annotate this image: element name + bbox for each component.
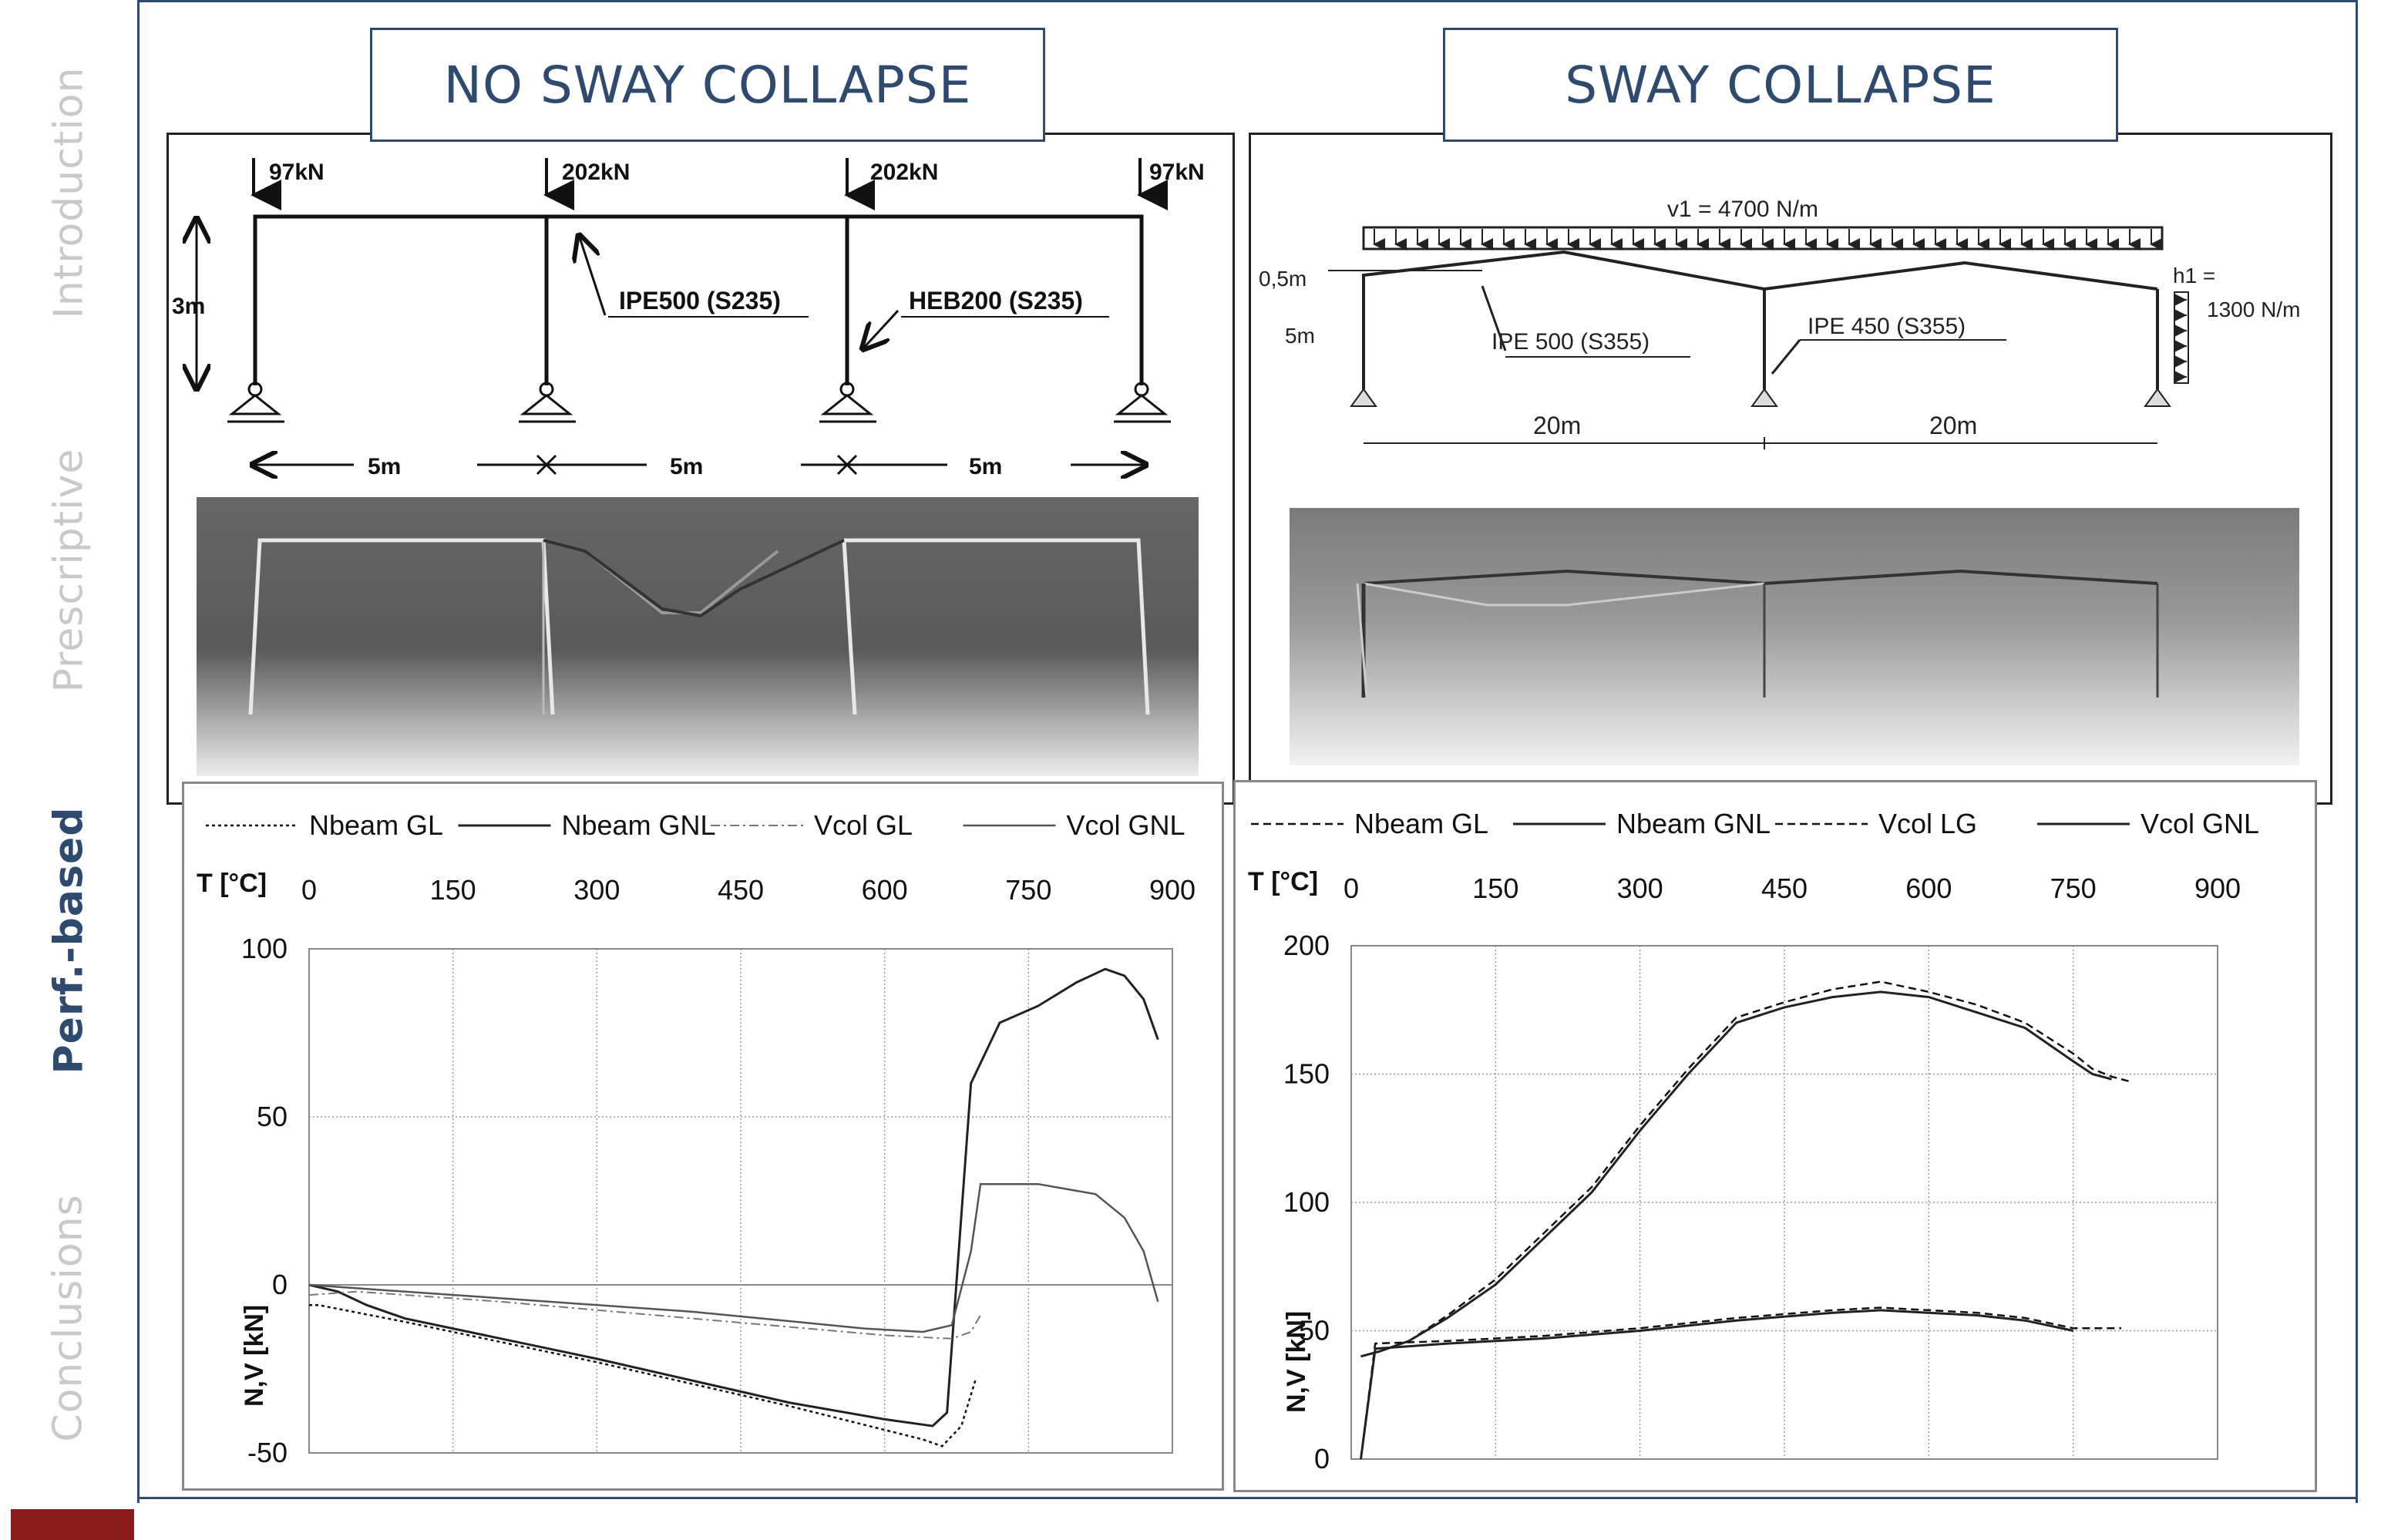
wind-load-value: 1300 N/m — [2207, 298, 2300, 321]
left-chart-panel: 0 150 300 450 600 750 900 -50 0 50 100 T [°C] N,V [k… — [182, 782, 1224, 1491]
sidebar-item-label: Prescriptive — [45, 448, 92, 693]
y-tick-label: 100 — [1283, 1186, 1330, 1218]
span-label: 5m — [368, 454, 401, 479]
legend-entry: Nbeam GNL — [562, 809, 716, 841]
sidebar-item-prescriptive[interactable]: Prescriptive — [0, 432, 137, 709]
x-tick-label: 450 — [1761, 873, 1808, 904]
sway-collapse-title: SWAY COLLAPSE — [1443, 28, 2118, 142]
legend-entry: Vcol LG — [1878, 808, 1977, 839]
legend-entry: Vcol GNL — [1067, 809, 1185, 841]
y-tick-label: -50 — [247, 1437, 288, 1468]
sidebar-item-introduction[interactable]: Introduction — [0, 54, 137, 331]
series-line — [308, 967, 1159, 1427]
y-tick-label: 150 — [1283, 1058, 1330, 1090]
load-label: 97kN — [1149, 160, 1205, 185]
sidebar-item-conclusions[interactable]: Conclusions — [0, 1179, 137, 1457]
x-axis-label: T [°C] — [1248, 867, 1318, 896]
legend-entry: Nbeam GNL — [1616, 808, 1771, 839]
right-diagram-panel: v1 = 4700 N/m 20m 20m 0,5m 5m IPE 500 (S… — [1249, 133, 2332, 805]
series-line — [309, 1303, 977, 1448]
y-axis-label: N,V [kN] — [1282, 1311, 1311, 1413]
distributed-load-label: v1 = 4700 N/m — [1667, 197, 1818, 222]
span-label: 20m — [1929, 412, 1977, 439]
wind-load-label: h1 = — [2173, 264, 2215, 287]
plot-area — [1350, 945, 2218, 1460]
fem-deformed-shape-image — [1290, 508, 2299, 765]
x-tick-label: 900 — [1149, 874, 1196, 906]
rise-label: 0,5m — [1259, 267, 1307, 291]
sidebar-nav: Introduction Prescriptive Perf.-based Co… — [0, 0, 140, 1503]
series-line — [1360, 990, 2112, 1358]
beam-section-label: IPE 500 (S355) — [1491, 329, 1650, 355]
legend-entry: Nbeam GL — [1354, 808, 1488, 839]
legend-entry: Nbeam GL — [309, 809, 443, 841]
right-divider — [2356, 0, 2358, 1503]
sidebar-item-label: Perf.-based — [45, 806, 92, 1074]
x-tick-label: 150 — [430, 874, 476, 906]
y-tick-label: 50 — [257, 1101, 288, 1132]
column-section-label: HEB200 (S235) — [909, 287, 1083, 314]
span-label: 20m — [1533, 412, 1581, 439]
sidebar-item-label: Conclusions — [45, 1194, 92, 1442]
series-line — [308, 1182, 1159, 1333]
university-logo — [11, 1509, 134, 1540]
legend-entry: Vcol GL — [814, 809, 913, 841]
y-tick-label: 0 — [272, 1269, 288, 1300]
span-label: 5m — [670, 454, 703, 479]
series-line — [308, 1290, 981, 1340]
x-tick-label: 0 — [301, 874, 317, 906]
series-line — [1360, 1309, 2074, 1460]
plot-area — [308, 948, 1173, 1454]
y-tick-label: 100 — [241, 933, 288, 964]
no-sway-collapse-title: NO SWAY COLLAPSE — [370, 28, 1045, 142]
sidebar-item-label: Introduction — [45, 66, 92, 319]
y-tick-label: 200 — [1283, 930, 1330, 961]
load-label: 202kN — [870, 160, 938, 185]
legend-entry: Vcol GNL — [2141, 808, 2259, 839]
sidebar-item-perf-based[interactable]: Perf.-based — [0, 807, 137, 1074]
no-sway-force-temperature-chart: 0 150 300 450 600 750 900 -50 0 50 100 T [°C] N,V [k… — [197, 809, 1196, 1468]
x-tick-label: 900 — [2194, 873, 2241, 904]
x-tick-label: 450 — [718, 874, 764, 906]
x-tick-label: 150 — [1472, 873, 1518, 904]
column-section-label: IPE 450 (S355) — [1808, 314, 1966, 339]
height-label: 3m — [172, 294, 205, 319]
bottom-divider — [137, 1497, 2357, 1499]
sway-force-temperature-chart: 0 150 300 450 600 750 900 0 50 100 150 200 T [°C] N,V… — [1248, 808, 2259, 1474]
x-tick-label: 750 — [1005, 874, 1051, 906]
series-line — [1360, 980, 2131, 1358]
x-tick-label: 600 — [862, 874, 908, 906]
x-axis-label: T [°C] — [197, 869, 267, 898]
height-label: 5m — [1285, 324, 1315, 348]
y-tick-label: 0 — [1314, 1443, 1330, 1474]
span-label: 5m — [969, 454, 1002, 479]
x-tick-label: 300 — [1617, 873, 1663, 904]
beam-section-label: IPE500 (S235) — [619, 287, 781, 314]
load-label: 97kN — [269, 160, 325, 185]
sway-frame-diagram: v1 = 4700 N/m 20m 20m 0,5m 5m IPE 500 (S… — [1259, 197, 2300, 765]
no-sway-frame-diagram: 97kN 202kN 202kN 97kN 5m 5m 5m 3m — [172, 158, 1205, 776]
load-label: 202kN — [562, 160, 630, 185]
fem-deformed-shape-image — [197, 497, 1199, 776]
right-chart-panel: 0 150 300 450 600 750 900 0 50 100 150 200 T [°C] N,V… — [1233, 780, 2317, 1492]
series-line — [1360, 1306, 2122, 1460]
left-diagram-panel: 97kN 202kN 202kN 97kN 5m 5m 5m 3m — [166, 133, 1235, 805]
x-tick-label: 0 — [1344, 873, 1359, 904]
y-axis-label: N,V [kN] — [240, 1305, 269, 1407]
x-tick-label: 600 — [1905, 873, 1952, 904]
top-divider — [137, 0, 2357, 2]
y-tick-label: 50 — [1299, 1315, 1330, 1347]
x-tick-label: 300 — [573, 874, 620, 906]
x-tick-label: 750 — [2050, 873, 2097, 904]
